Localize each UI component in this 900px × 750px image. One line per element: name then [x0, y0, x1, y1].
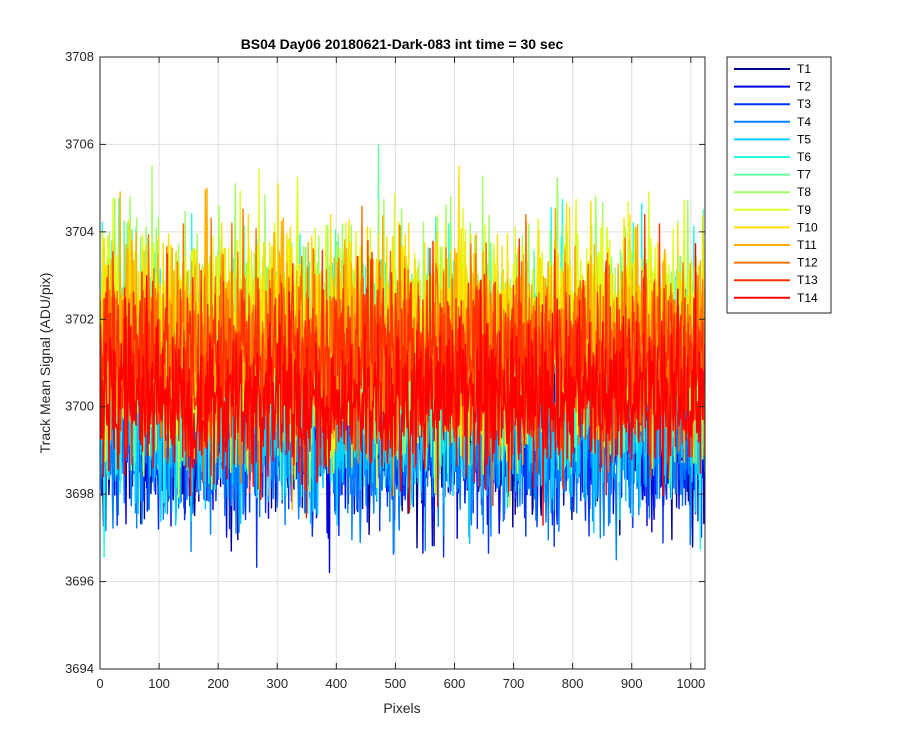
- legend-box: [726, 56, 832, 314]
- legend-label-t11: T11: [797, 238, 817, 252]
- x-tick-label: 300: [266, 676, 288, 691]
- y-axis-ticks: 3694 3696 3698 3700 3702 3704 3706 3708: [65, 49, 705, 676]
- y-tick-label: 3694: [65, 661, 94, 676]
- x-tick-label: 500: [385, 676, 407, 691]
- legend-label-t10: T10: [797, 220, 818, 234]
- plot-area: 0 100 200 300 400 500 600 700 800 900 1000 3694369…: [65, 49, 706, 691]
- x-tick-label: 800: [562, 676, 584, 691]
- legend-label-t2: T2: [797, 80, 811, 94]
- legend-label-t12: T12: [797, 256, 818, 270]
- x-tick-label: 100: [148, 676, 170, 691]
- x-tick-label: 0: [96, 676, 103, 691]
- y-tick-label: 3698: [65, 486, 94, 501]
- x-axis-ticks: 0 100 200 300 400 500 600 700 800 900 1000: [96, 57, 705, 691]
- legend-label-t6: T6: [797, 150, 811, 164]
- x-tick-label: 700: [503, 676, 525, 691]
- y-tick-label: 3702: [65, 311, 94, 326]
- series-line-t14: [100, 243, 705, 526]
- y-tick-label: 3706: [65, 136, 94, 151]
- legend-label-t13: T13: [797, 273, 818, 287]
- y-axis-label: Track Mean Signal (ADU/pix): [37, 273, 53, 454]
- legend-label-t9: T9: [797, 203, 811, 217]
- legend-items: T1 T2 T3 T4 T5 T6 T7 T8 T9 T10 T11 T12 T13 T14: [734, 62, 818, 305]
- legend: T1 T2 T3 T4 T5 T6 T7 T8 T9 T10 T11 T12 T13 T14: [726, 56, 832, 314]
- legend-label-t4: T4: [797, 115, 811, 129]
- chart-title: BS04 Day06 20180621-Dark-083 int time = …: [241, 36, 564, 52]
- y-tick-label: 3708: [65, 49, 94, 64]
- plot-frame: [99, 56, 706, 670]
- x-tick-label: 600: [444, 676, 466, 691]
- legend-label-t3: T3: [797, 97, 811, 111]
- legend-label-t8: T8: [797, 185, 811, 199]
- legend-label-t5: T5: [797, 132, 811, 146]
- y-tick-label: 3696: [65, 574, 94, 589]
- x-axis-label: Pixels: [383, 700, 420, 716]
- legend-label-t1: T1: [797, 62, 811, 76]
- legend-label-t7: T7: [797, 168, 811, 182]
- y-tick-label: 3700: [65, 399, 94, 414]
- x-tick-label: 400: [325, 676, 347, 691]
- x-tick-label: 200: [207, 676, 229, 691]
- y-tick-label: 3704: [65, 224, 94, 239]
- series-layer: [100, 144, 705, 574]
- x-tick-label: 1000: [676, 676, 705, 691]
- legend-label-t14: T14: [797, 291, 818, 305]
- x-tick-label: 900: [621, 676, 643, 691]
